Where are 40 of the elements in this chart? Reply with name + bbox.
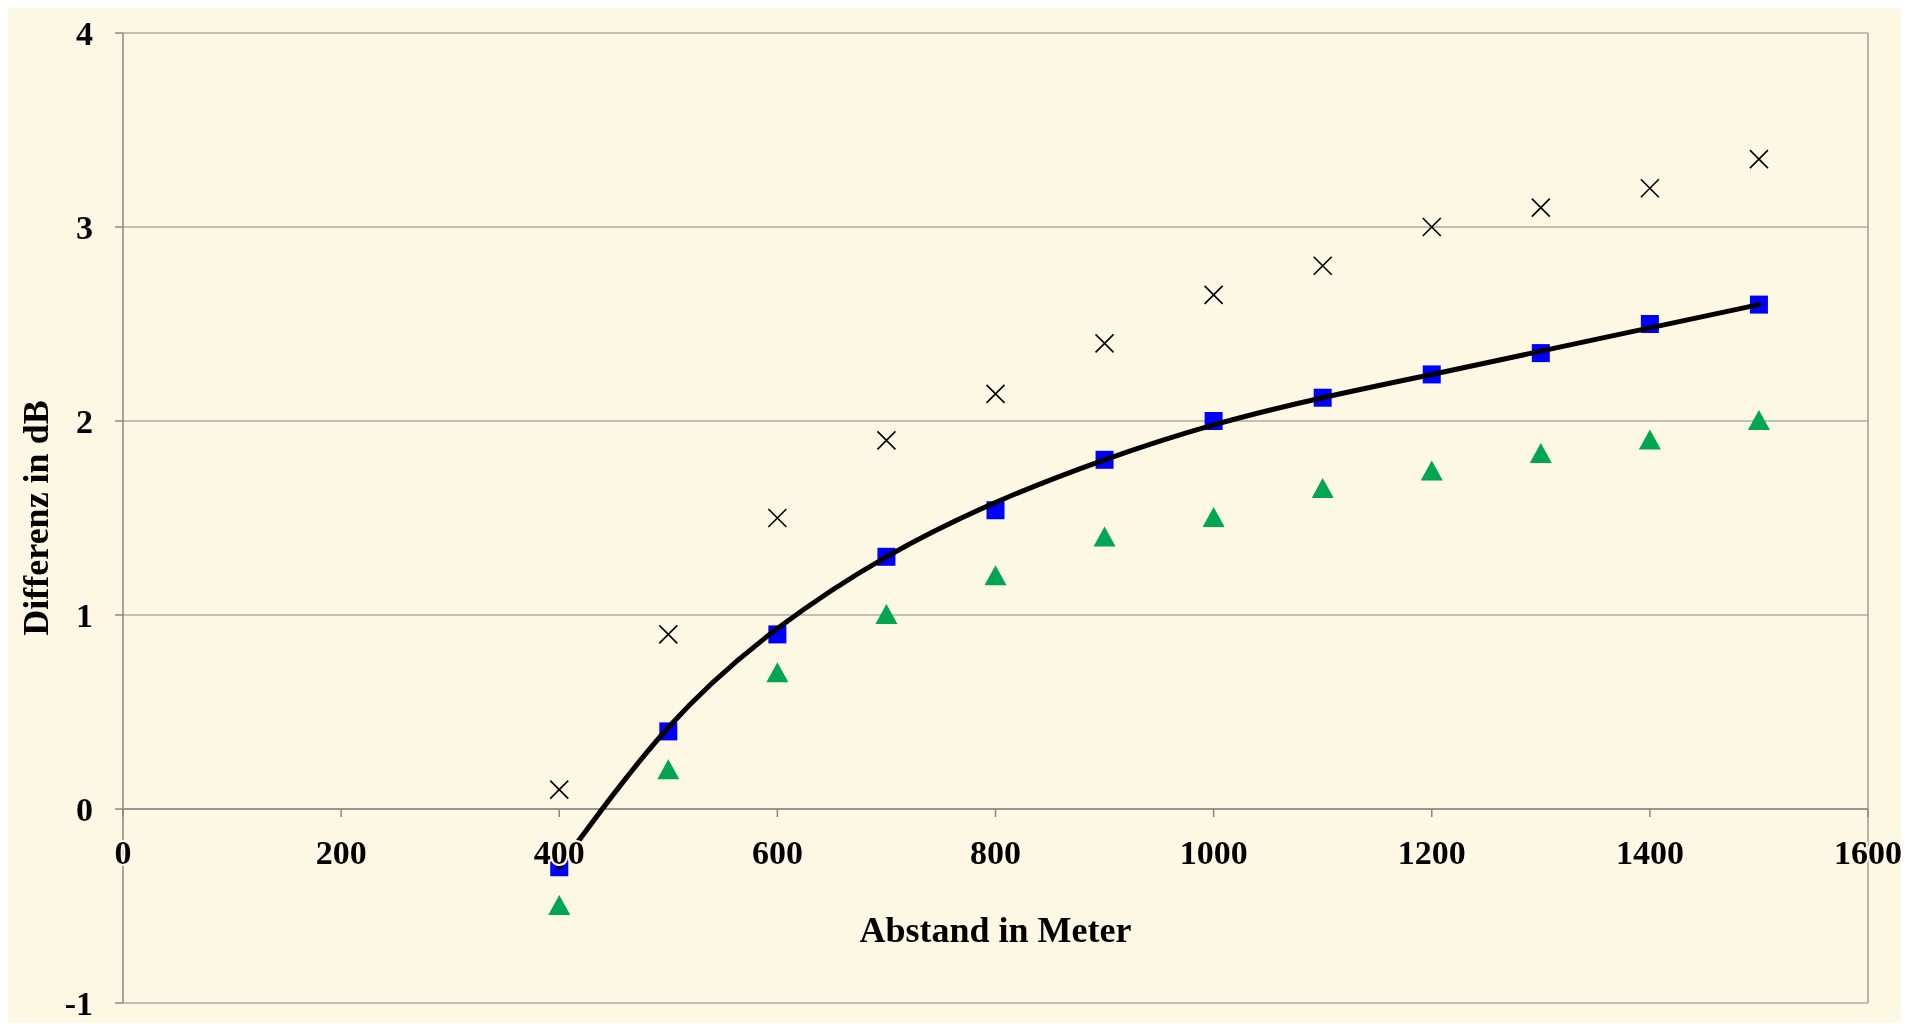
- point: [984, 565, 1007, 586]
- point: [1749, 149, 1769, 169]
- point: [1529, 442, 1552, 463]
- x-tick-label: 1600: [1834, 834, 1902, 871]
- point: [1094, 333, 1115, 354]
- point: [1638, 429, 1661, 450]
- point: [1202, 507, 1225, 527]
- y-tick-label: -1: [64, 984, 93, 1022]
- x-tick-label: 600: [751, 834, 803, 871]
- point: [767, 508, 788, 528]
- y-tick-label: 3: [76, 208, 93, 246]
- point: [1531, 197, 1551, 218]
- point: [1093, 526, 1116, 547]
- point: [1312, 256, 1333, 276]
- y-axis-title: Differenz in dB: [16, 400, 56, 636]
- y-tick-label: 0: [76, 790, 93, 828]
- point: [985, 384, 1006, 404]
- point: [876, 430, 897, 451]
- point: [1203, 285, 1224, 305]
- x-tick-label: 800: [970, 834, 1021, 871]
- y-tick-label: 2: [76, 402, 93, 440]
- x-tick-label: 1000: [1179, 834, 1248, 871]
- x-tick-label: 1200: [1397, 834, 1466, 871]
- point: [1420, 460, 1443, 481]
- point: [548, 895, 571, 915]
- x-tick-label: 200: [315, 834, 367, 871]
- point: [766, 662, 789, 683]
- x-tick-label: 0: [114, 834, 132, 871]
- y-tick-label: 1: [76, 596, 93, 634]
- x-tick-label: 1400: [1615, 834, 1684, 871]
- y-tick-label: 4: [76, 14, 93, 52]
- point: [875, 604, 898, 624]
- point: [1311, 477, 1334, 498]
- point: [1421, 217, 1442, 237]
- point: [1640, 178, 1660, 198]
- x-axis-title: Abstand in Meter: [859, 910, 1132, 950]
- point: [1747, 410, 1770, 430]
- point: [549, 779, 570, 800]
- point: [657, 759, 680, 780]
- point: [658, 624, 679, 645]
